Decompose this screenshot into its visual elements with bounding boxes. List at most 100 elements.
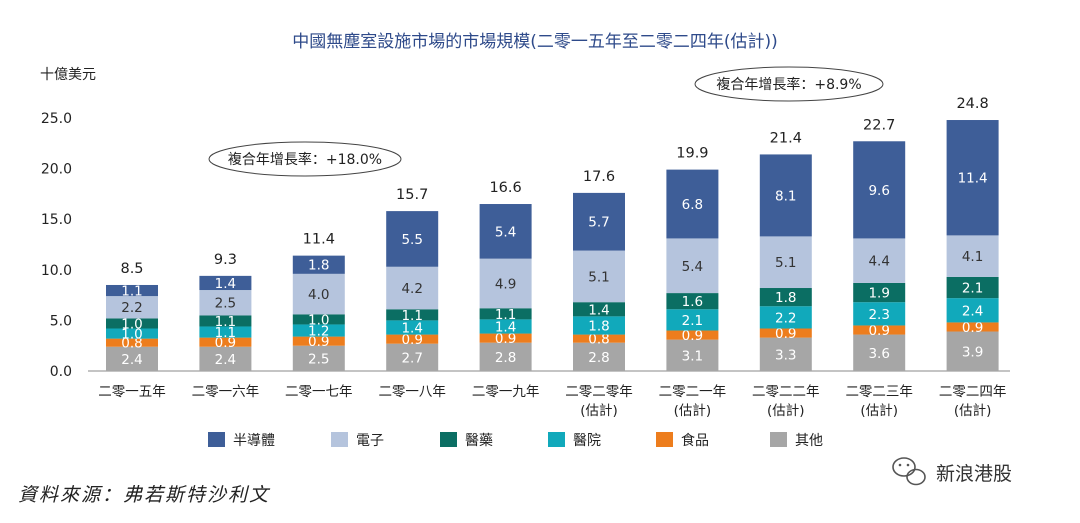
y-tick-label: 0.0 [50,364,72,380]
segment-label: 5.5 [401,232,422,248]
segment-label: 2.1 [682,313,703,329]
segment-label: 3.1 [682,348,703,364]
bar-segment [106,328,158,339]
legend-item: 其他 [770,432,823,449]
bar-total-label: 11.4 [303,232,335,248]
bar-segment [759,288,812,307]
legend-item: 醫院 [548,432,601,449]
bar-segment [946,298,999,323]
segment-label: 2.4 [962,303,983,319]
bar-segment [573,334,625,343]
segment-label: 1.2 [308,324,329,340]
bar-segment [199,346,252,371]
bar-segment [759,328,812,338]
bar-total-label: 8.5 [120,261,143,277]
legend-swatch [440,432,457,447]
bar-segment [199,337,252,347]
y-tick-label: 15.0 [41,212,72,228]
bar-segment [479,319,532,334]
segment-label: 1.1 [401,308,422,324]
bar-segment [759,337,812,371]
segment-label: 1.4 [401,320,422,336]
bar-segment [573,302,625,317]
bar-stack: 3.1 0.92.1 1.6 5.4 6.8 19.9 [666,146,719,371]
x-tick-label: 二零一九年 [472,384,540,400]
bar-segment [759,154,812,237]
bar-segment [106,338,158,347]
watermark: 新浪港股 [892,457,1012,486]
bar-segment [946,331,999,371]
segment-label: 0.9 [682,328,703,344]
y-axis-unit-label: 十億美元 [40,67,96,83]
x-tick-label: 二零二三年 [845,384,913,400]
bar-segment [666,339,719,371]
legend-label: 食品 [681,432,709,449]
y-tick-label: 5.0 [50,313,72,329]
bar-segment [479,258,532,309]
bar-segment [946,235,999,277]
bar-stack: 2.7 0.91.41.1 4.2 5.5 15.7 [386,187,439,371]
bar-stack: 2.8 0.81.81.4 5.1 5.7 17.6 [573,169,625,371]
segment-label: 0.9 [962,320,983,336]
legend-item: 半導體 [208,432,275,449]
segment-label: 11.4 [958,171,988,187]
segment-label: 2.4 [121,352,142,368]
bar-segment [573,316,625,335]
bar-segment [292,314,345,325]
segment-label: 1.0 [121,327,142,343]
bar-segment [479,333,532,343]
x-tick-label: (估計) [954,403,992,419]
bar-segment [292,324,345,337]
x-tick-label: 二零二四年 [939,384,1007,400]
y-axis: 0.0 5.0 10.0 15.0 20.0 25.0 [41,111,72,380]
bar-segment [199,315,252,327]
bar-total-label: 24.8 [956,96,988,112]
bar-segment [666,169,719,239]
bar-segment [853,141,906,239]
segment-label: 0.8 [588,332,609,348]
legend-swatch [331,432,348,447]
segment-label: 1.4 [215,276,236,292]
bar-segment [106,318,158,329]
bar-total-label: 15.7 [396,187,428,203]
legend-swatch [656,432,673,447]
bar-segment [759,306,812,329]
x-tick-label: 二零二一年 [659,384,727,400]
x-tick-label: 二零二二年 [752,384,820,400]
bar-segment [666,330,719,340]
segment-label: 1.8 [308,258,329,274]
bar-segment [292,345,345,371]
cagr-annotation-2015-2019: 複合年增長率：+18.0% [208,141,402,177]
segment-label: 1.1 [215,314,236,330]
bar-segment [853,334,906,371]
bar-segment [292,336,345,346]
legend-item: 醫藥 [440,432,493,449]
bar-segment [666,293,719,310]
segment-label: 9.6 [868,183,889,199]
x-tick-label: 二零一五年 [98,384,166,400]
legend-label: 醫藥 [465,433,493,449]
segment-label: 1.8 [775,290,796,306]
segment-label: 4.9 [495,276,516,292]
segment-label: 5.4 [495,224,516,240]
legend-item: 電子 [331,432,384,449]
segment-label: 5.1 [588,269,609,285]
segment-label: 4.1 [962,249,983,265]
segment-label: 0.8 [121,336,142,352]
bar-segment [946,120,999,236]
segment-label: 2.8 [495,350,516,366]
bar-stack: 3.6 0.92.3 1.9 4.4 9.6 22.7 [853,117,906,371]
bar-segment [666,309,719,331]
segment-label: 1.4 [495,319,516,335]
segment-label: 1.8 [588,318,609,334]
bar-segment [573,342,625,371]
segment-label: 0.9 [868,323,889,339]
segment-label: 3.9 [962,344,983,360]
bar-segment [199,275,252,291]
segment-label: 2.1 [962,281,983,297]
watermark-text: 新浪港股 [936,463,1012,485]
segment-label: 2.5 [308,351,329,367]
segment-label: 5.1 [775,255,796,271]
cagr-annotation-2020-2024: 複合年增長率：+8.9% [694,66,884,102]
